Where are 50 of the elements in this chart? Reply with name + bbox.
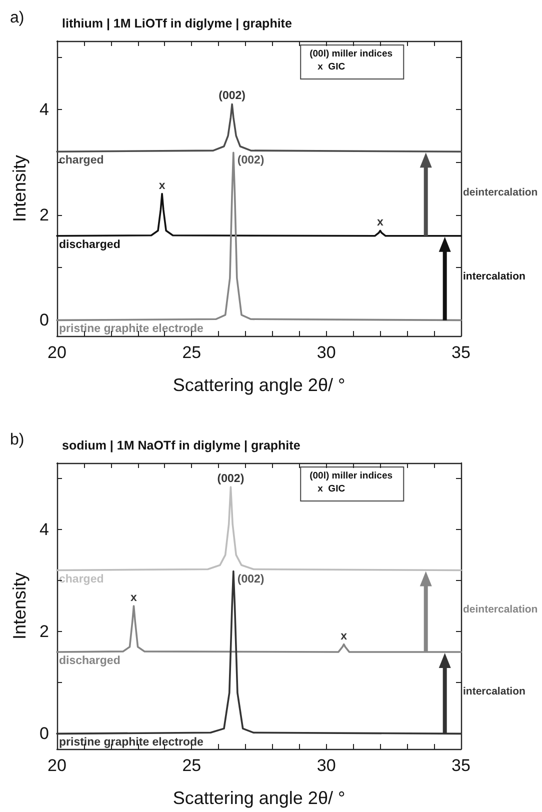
- line-series: [56, 486, 462, 572]
- annotation: (002): [217, 473, 244, 486]
- series-label: discharged: [59, 238, 120, 251]
- x-tick-label: 25: [182, 343, 202, 362]
- chart-title: lithium | 1M LiOTf in diglyme | graphite: [62, 16, 292, 30]
- chart-title: sodium | 1M NaOTf in diglyme | graphite: [62, 438, 300, 452]
- line-series: [56, 152, 462, 322]
- annotation: x: [158, 180, 166, 192]
- y-axis-title: Intensity: [10, 154, 30, 222]
- annotation: x: [340, 630, 348, 642]
- y-tick-label: 4: [40, 100, 49, 119]
- series-label: pristine graphite electrode: [59, 323, 204, 336]
- y-tick-label: 4: [40, 520, 49, 539]
- y-tick-label: 0: [40, 724, 49, 744]
- line-series: [56, 570, 462, 735]
- series-label: charged: [59, 573, 104, 586]
- y-tick-label: 2: [40, 622, 49, 642]
- x-axis-title: Scattering angle 2θ/ °: [172, 788, 346, 808]
- x-tick-label: 35: [452, 756, 470, 775]
- text: deintercalation: [463, 604, 538, 616]
- annotation: x: [130, 592, 138, 604]
- annotation: x: [376, 216, 384, 229]
- y-tick-label: 2: [40, 205, 49, 224]
- text: intercalation: [463, 270, 526, 283]
- annotation: (002): [218, 90, 246, 102]
- annotation: x GIC: [318, 62, 346, 72]
- x-tick-label: 35: [452, 343, 470, 362]
- annotation: x GIC: [318, 484, 346, 494]
- series-label: discharged: [59, 654, 120, 667]
- y-tick-label: 0: [40, 310, 49, 330]
- x-axis-title: Scattering angle 2θ/ °: [172, 375, 346, 395]
- annotation: (002): [237, 573, 264, 586]
- x-tick-label: 25: [182, 756, 202, 775]
- line-series: [56, 605, 462, 653]
- annotation: (00l) miller indices: [310, 48, 393, 60]
- y-axis-title: Intensity: [10, 572, 30, 640]
- text: intercalation: [463, 685, 526, 698]
- text: deintercalation: [463, 186, 538, 198]
- annotation: (00l) miller indices: [310, 470, 393, 482]
- text: a): [10, 10, 24, 26]
- x-tick-label: 20: [48, 756, 66, 775]
- x-tick-label: 20: [48, 343, 66, 362]
- line-series: [56, 103, 462, 153]
- series-label: pristine graphite electrode: [59, 736, 204, 749]
- text: b): [10, 432, 24, 448]
- series-label: charged: [59, 154, 104, 167]
- annotation: (002): [237, 154, 264, 167]
- x-tick-label: 30: [316, 343, 336, 362]
- line-series: [56, 192, 462, 237]
- x-tick-label: 30: [316, 756, 336, 775]
